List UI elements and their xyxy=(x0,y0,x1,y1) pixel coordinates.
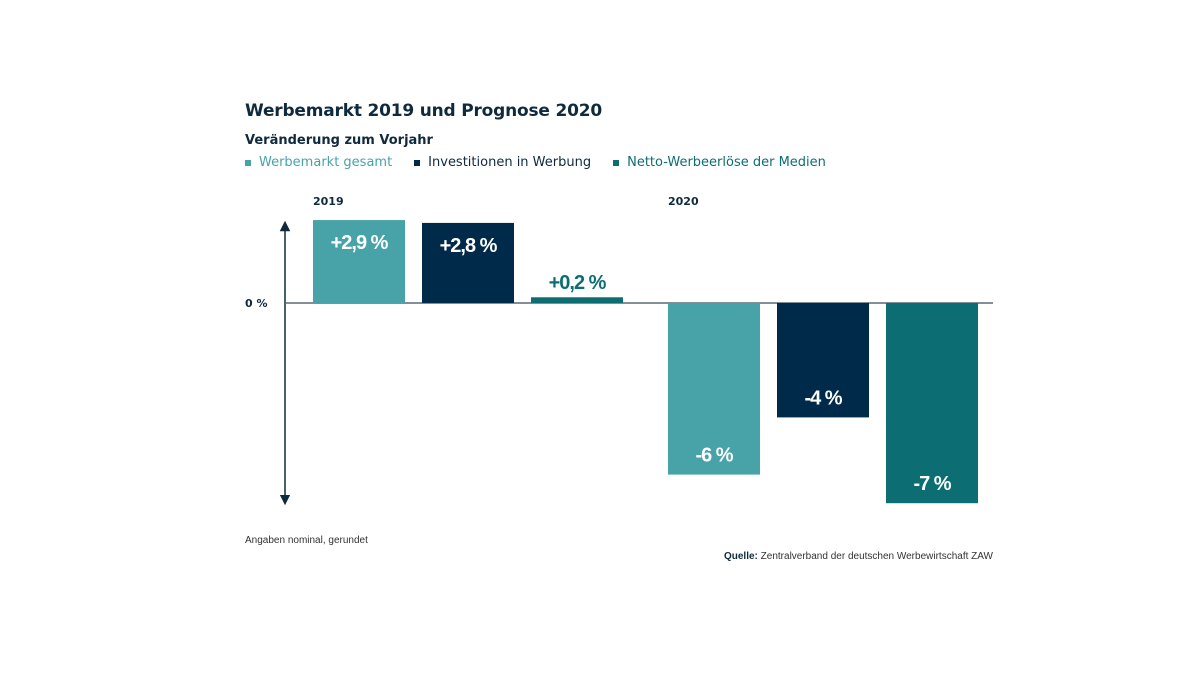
legend-label: Netto-Werbeerlöse der Medien xyxy=(627,155,826,170)
zero-label: 0 % xyxy=(245,297,268,310)
bar-2019-2 xyxy=(531,297,623,303)
group-label-2020: 2020 xyxy=(668,195,699,208)
source-note: Quelle: Zentralverband der deutschen Wer… xyxy=(724,551,993,562)
data-label: +2,9 % xyxy=(331,232,389,254)
legend-item-werbemarkt-gesamt: Werbemarkt gesamt xyxy=(245,155,392,170)
legend-label: Werbemarkt gesamt xyxy=(259,155,393,170)
data-label: -4 % xyxy=(804,387,842,409)
group-label-2019: 2019 xyxy=(313,195,344,208)
data-label: +0,2 % xyxy=(549,272,607,294)
data-labels: +2,9 % +2,8 % +0,2 % -6 % -4 % -7 % xyxy=(331,232,953,495)
bar-2020-0 xyxy=(668,303,760,475)
bars xyxy=(313,220,978,504)
legend-swatch xyxy=(245,159,251,166)
legend-item-netto-werbeerloese: Netto-Werbeerlöse der Medien xyxy=(613,155,826,170)
legend-item-investitionen: Investitionen in Werbung xyxy=(414,155,591,170)
legend-swatch xyxy=(613,159,620,166)
bar-2020-2 xyxy=(886,303,978,504)
bar-2019-0 xyxy=(313,220,405,303)
footnote: Angaben nominal, gerundet xyxy=(245,535,368,546)
bar-2020-1 xyxy=(777,303,869,418)
data-label: -6 % xyxy=(695,445,733,467)
source-label: Quelle: xyxy=(723,551,758,562)
legend: Werbemarkt gesamt Investitionen in Werbu… xyxy=(245,155,826,170)
chart-title: Werbemarkt 2019 und Prognose 2020 xyxy=(245,101,602,121)
data-label: +2,8 % xyxy=(440,235,498,257)
bar-2019-1 xyxy=(422,222,514,303)
chart-subtitle: Veränderung zum Vorjahr xyxy=(245,133,433,148)
data-label: -7 % xyxy=(913,473,951,495)
legend-label: Investitionen in Werbung xyxy=(428,155,592,170)
legend-swatch xyxy=(414,159,421,166)
axes: 0 % 2019 2020 xyxy=(245,195,993,506)
source-text: Zentralverband der deutschen Werbewirtsc… xyxy=(757,551,993,562)
